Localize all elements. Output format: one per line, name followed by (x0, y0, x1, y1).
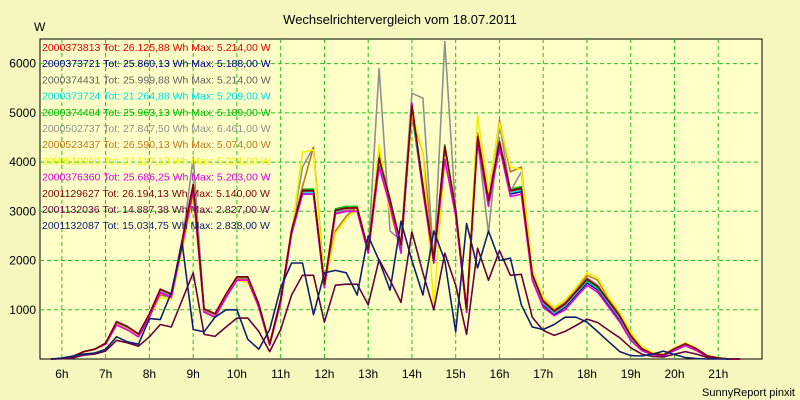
legend: 2000373813 Tot: 26.125,88 Wh Max: 5.214,… (42, 42, 271, 232)
y-tick-label: 3000 (9, 204, 36, 218)
series-line (50, 231, 741, 360)
x-tick-label: 7h (99, 367, 112, 381)
legend-entry: 2000519990 Tot: 27.127,13 Wh Max: 5.231,… (42, 155, 271, 167)
y-tick-label: 2000 (9, 254, 36, 268)
legend-entry: 2000523437 Tot: 26.590,13 Wh Max: 5.074,… (42, 139, 271, 151)
chart-title: Wechselrichtervergleich vom 18.07.2011 (283, 12, 517, 27)
legend-entry: 2001129627 Tot: 26.194,13 Wh Max: 5.140,… (42, 188, 270, 200)
legend-entry: 2000374404 Tot: 25.963,13 Wh Max: 5.189,… (42, 107, 271, 119)
legend-entry: 2001132036 Tot: 14.887,38 Wh Max: 2.827,… (42, 204, 270, 216)
x-tick-label: 12h (314, 367, 334, 381)
plot-area (39, 38, 763, 360)
x-tick-label: 8h (143, 367, 156, 381)
legend-entry: 2000373813 Tot: 26.125,88 Wh Max: 5.214,… (42, 42, 271, 54)
x-tick-label: 21h (708, 367, 728, 381)
legend-entry: 2000502737 Tot: 27.847,50 Wh Max: 6.461,… (42, 123, 271, 135)
x-tick-label: 16h (489, 367, 509, 381)
x-tick-label: 14h (402, 367, 422, 381)
x-tick-label: 9h (186, 367, 199, 381)
series-lines (50, 40, 741, 360)
y-tick-label: 6000 (9, 57, 36, 71)
x-tick-label: 10h (227, 367, 247, 381)
legend-entry: 2000373721 Tot: 25.860,13 Wh Max: 5.188,… (42, 58, 271, 70)
x-tick-label: 15h (446, 367, 466, 381)
legend-entry: 2001132087 Tot: 15.034,75 Wh Max: 2.838,… (42, 220, 270, 232)
x-tick-label: 19h (621, 367, 641, 381)
series-line (50, 102, 741, 360)
grid (40, 39, 762, 359)
legend-entry: 2000373724 Tot: 21.264,88 Wh Max: 5.209,… (42, 91, 271, 103)
x-tick-label: 18h (577, 367, 597, 381)
x-tick-label: 17h (533, 367, 553, 381)
y-tick-label: 1000 (9, 303, 36, 317)
series-line (50, 220, 730, 360)
legend-entry: 2000376360 Tot: 25.686,25 Wh Max: 5.203,… (42, 172, 271, 184)
chart-footer: SunnyReport pinxit (702, 387, 795, 399)
x-tick-label: 20h (664, 367, 684, 381)
legend-entry: 2000374431 Tot: 25.999,88 Wh Max: 5.214,… (42, 74, 271, 86)
y-tick-label: 4000 (9, 155, 36, 169)
y-tick-label: 5000 (9, 106, 36, 120)
x-tick-label: 6h (55, 367, 68, 381)
y-axis-label: W (34, 20, 46, 34)
series-line (50, 105, 741, 360)
x-tick-label: 11h (271, 367, 290, 381)
x-tick-label: 13h (358, 367, 378, 381)
axis-ticks: 1000 2000 3000 4000 5000 6000 6h 7h 8h 9h 10h 11h 12… (9, 57, 728, 381)
